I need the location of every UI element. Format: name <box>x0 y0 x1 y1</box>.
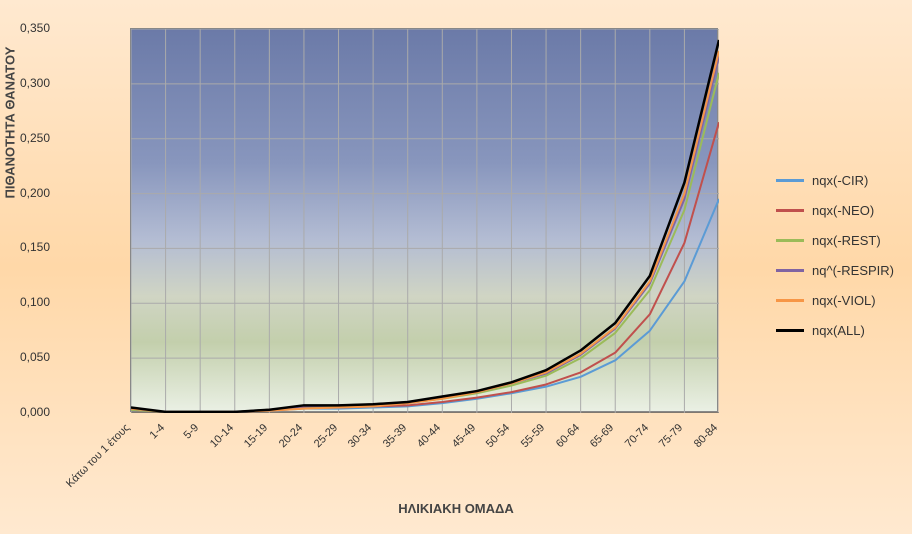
legend-label: nq^(-RESPIR) <box>812 263 894 278</box>
legend-label: nqx(-VIOL) <box>812 293 876 308</box>
legend-swatch <box>776 329 804 332</box>
x-tick-label: 70-74 <box>643 422 651 430</box>
series-line <box>131 73 719 412</box>
x-tick-label: 25-29 <box>331 422 339 430</box>
legend-item: nqx(-REST) <box>776 225 894 255</box>
legend: nqx(-CIR) nqx(-NEO) nqx(-REST) nq^(-RESPIR)… <box>776 165 894 345</box>
x-tick-label: 50-54 <box>504 422 512 430</box>
legend-label: nqx(-CIR) <box>812 173 868 188</box>
x-tick-label: 5-9 <box>193 422 201 430</box>
y-tick-label: 0,300 <box>0 76 50 90</box>
y-tick-label: 0,250 <box>0 131 50 145</box>
legend-label: nqx(ALL) <box>812 323 865 338</box>
x-tick-label: 45-49 <box>470 422 478 430</box>
y-tick-label: 0,000 <box>0 405 50 419</box>
legend-swatch <box>776 239 804 242</box>
x-tick-label: 40-44 <box>435 422 443 430</box>
x-tick-label: 1-4 <box>158 422 166 430</box>
legend-swatch <box>776 299 804 302</box>
x-tick-label: 75-79 <box>677 422 685 430</box>
chart-container: ΠΙΘΑΝΟΤΗΤΑ ΘΑΝΑΤΟΥ ΗΛΙΚΙΑΚΗ ΟΜΑΔΑ 0,000 0… <box>0 0 912 534</box>
x-tick-label: 35-39 <box>400 422 408 430</box>
legend-item: nqx(-NEO) <box>776 195 894 225</box>
x-axis-title: ΗΛΙΚΙΑΚΗ ΟΜΑΔΑ <box>398 501 514 516</box>
legend-item: nqx(ALL) <box>776 315 894 345</box>
y-tick-label: 0,350 <box>0 21 50 35</box>
x-tick-label: 30-34 <box>366 422 374 430</box>
legend-item: nqx(-CIR) <box>776 165 894 195</box>
x-tick-label: 65-69 <box>608 422 616 430</box>
x-tick-label: 80-84 <box>712 422 720 430</box>
legend-item: nq^(-RESPIR) <box>776 255 894 285</box>
x-tick-label: 10-14 <box>228 422 236 430</box>
y-tick-label: 0,100 <box>0 295 50 309</box>
series-line <box>131 40 719 412</box>
x-tick-label: 60-64 <box>573 422 581 430</box>
x-tick-label: Κάτω του 1 έτους <box>124 422 132 430</box>
series-line <box>131 122 719 412</box>
legend-label: nqx(-REST) <box>812 233 881 248</box>
x-tick-label: 15-19 <box>262 422 270 430</box>
legend-swatch <box>776 269 804 272</box>
x-tick-label: 55-59 <box>539 422 547 430</box>
y-tick-label: 0,200 <box>0 186 50 200</box>
legend-swatch <box>776 209 804 212</box>
legend-item: nqx(-VIOL) <box>776 285 894 315</box>
y-tick-label: 0,150 <box>0 240 50 254</box>
legend-swatch <box>776 179 804 182</box>
plot-area <box>130 28 718 412</box>
x-tick-label: 20-24 <box>297 422 305 430</box>
plot-svg <box>131 29 719 413</box>
legend-label: nqx(-NEO) <box>812 203 874 218</box>
y-axis-title: ΠΙΘΑΝΟΤΗΤΑ ΘΑΝΑΤΟΥ <box>3 47 18 199</box>
y-tick-label: 0,050 <box>0 350 50 364</box>
